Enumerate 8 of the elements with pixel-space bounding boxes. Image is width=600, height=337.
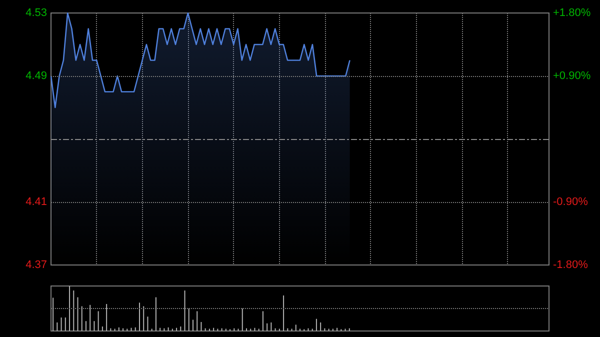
- y2-tick-label: +1.80%: [553, 7, 591, 19]
- y2-tick-label: -0.90%: [553, 196, 588, 208]
- y2-tick-label: +0.90%: [553, 70, 591, 82]
- y-tick-label: 4.37: [26, 259, 47, 271]
- y-tick-label: 4.53: [26, 7, 47, 19]
- y-tick-label: 4.41: [26, 196, 47, 208]
- y-tick-label: 4.49: [26, 70, 47, 82]
- y2-tick-label: -1.80%: [553, 259, 588, 271]
